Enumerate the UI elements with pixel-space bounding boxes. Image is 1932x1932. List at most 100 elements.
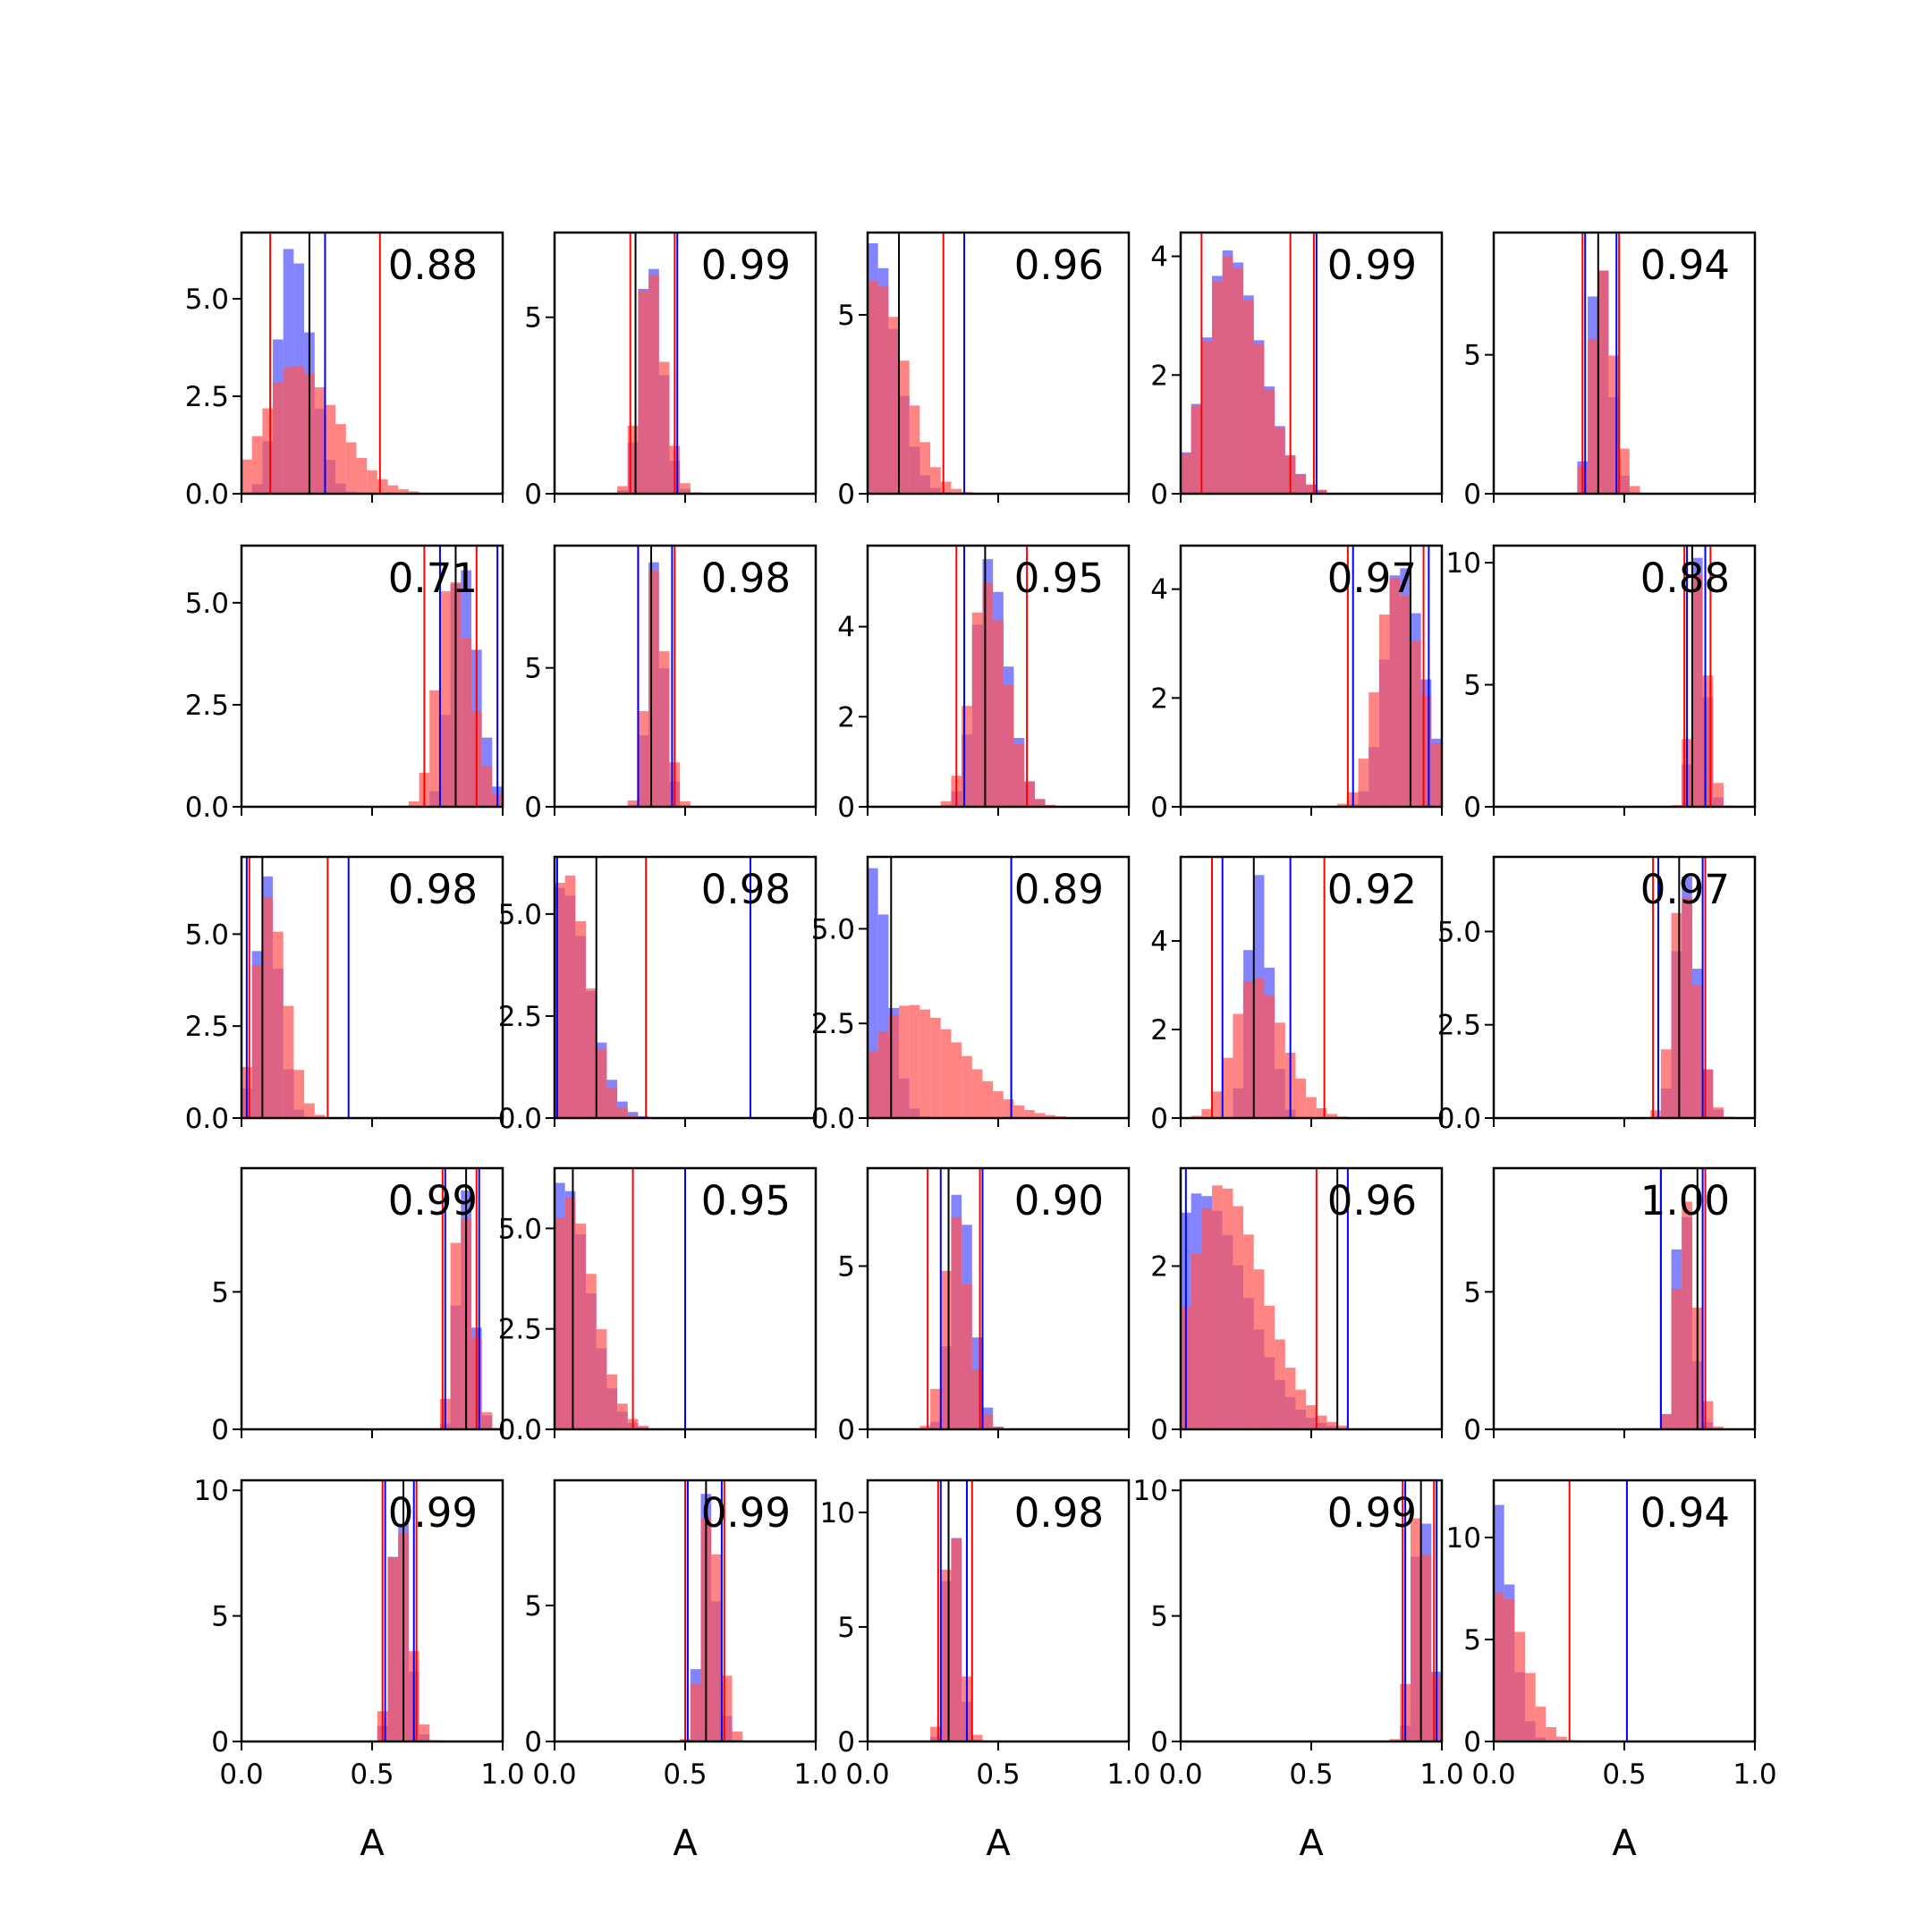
bar (1212, 281, 1223, 494)
bar (1201, 341, 1213, 494)
y-tick-label: 0.0 (1437, 1103, 1481, 1135)
bar (940, 1029, 952, 1118)
bar (586, 1274, 597, 1429)
panel-4: 0 2 4 0.99 (1150, 231, 1444, 511)
panel-value: 0.98 (388, 866, 478, 913)
panel-9: 0 2 4 0.97 (1150, 544, 1444, 824)
hist-red (242, 897, 326, 1118)
bar (242, 459, 252, 494)
x-tick-label: 1.0 (1106, 1758, 1150, 1791)
bar (877, 1031, 889, 1118)
bar (1650, 1110, 1661, 1118)
y-tick-label: 5.0 (185, 919, 229, 951)
y-tick-label: 2 (837, 701, 855, 733)
bar (1702, 675, 1714, 807)
hist-red (868, 281, 972, 494)
bar (962, 1055, 972, 1118)
y-tick-label: 0 (211, 1414, 229, 1446)
y-tick-label: 0.0 (185, 792, 229, 824)
bar (1691, 574, 1703, 807)
bar (1588, 339, 1598, 494)
bar (1306, 484, 1317, 494)
panel-value: 0.99 (701, 242, 791, 289)
y-tick-label: 0 (837, 479, 855, 511)
y-tick-label: 10 (1446, 1522, 1481, 1555)
y-tick-label: 5 (211, 1276, 229, 1309)
bar (1691, 985, 1703, 1118)
y-tick-label: 5 (524, 653, 542, 685)
bar (971, 1734, 983, 1741)
bar (899, 1005, 910, 1118)
bar (1181, 453, 1191, 494)
bar (888, 1014, 900, 1118)
bar (606, 1374, 618, 1429)
hist-red (1494, 1592, 1578, 1741)
bar (1243, 1234, 1254, 1429)
bar (596, 1329, 607, 1429)
panel-8: 0 2 4 0.95 (837, 544, 1131, 824)
y-tick-label: 4 (1150, 574, 1168, 606)
bar (617, 486, 628, 494)
y-tick-label: 2.5 (498, 1314, 542, 1346)
y-tick-label: 4 (837, 612, 855, 644)
panel-value: 0.95 (701, 1177, 791, 1224)
bar (283, 367, 294, 494)
bar (1243, 300, 1254, 494)
bar (251, 436, 263, 494)
bar (1275, 1339, 1285, 1429)
panel-value: 0.94 (1640, 1489, 1730, 1537)
bar (993, 1091, 1004, 1118)
y-tick-label: 5 (1463, 1276, 1481, 1309)
bar (398, 488, 409, 494)
bar (1494, 1592, 1504, 1741)
panel-10: 0 5 10 0.88 (1446, 544, 1757, 824)
bar (1368, 692, 1379, 807)
y-tick-label: 0 (1463, 792, 1481, 824)
y-tick-label: 10 (1133, 1475, 1168, 1507)
bar (721, 1675, 733, 1741)
bar (962, 706, 972, 807)
bar (1233, 267, 1244, 494)
bar (638, 1426, 649, 1429)
bar (940, 1569, 952, 1741)
bar (617, 1403, 628, 1429)
x-tick-label: 0.0 (219, 1758, 263, 1791)
x-tick-label: 1.0 (793, 1758, 837, 1791)
bar (1013, 744, 1025, 807)
hist-red (1181, 256, 1327, 494)
y-tick-label: 5.0 (185, 284, 229, 316)
y-tick-label: 0 (524, 479, 542, 511)
y-tick-label: 10 (820, 1497, 855, 1530)
bar (951, 1042, 962, 1118)
bar (1535, 1707, 1546, 1741)
bar (1191, 1115, 1202, 1118)
bar (1275, 1022, 1285, 1118)
y-tick-label: 0 (837, 1726, 855, 1758)
bar (877, 914, 889, 1118)
bar (1420, 1555, 1432, 1741)
bar (408, 491, 419, 494)
bar (555, 882, 565, 1118)
bar (993, 1427, 1004, 1429)
bar (564, 875, 576, 1118)
bar (1660, 1049, 1672, 1118)
panel-value: 0.89 (1014, 866, 1104, 913)
bar (262, 897, 274, 1118)
bar (1410, 640, 1421, 807)
panel-value: 0.95 (1014, 555, 1104, 602)
bar (627, 800, 639, 807)
bar (1191, 406, 1202, 494)
y-tick-label: 0 (837, 1414, 855, 1446)
bar (314, 1114, 326, 1118)
bar (648, 570, 659, 807)
panel-24: 0 5 10 0.0 0.5 1.0 0.99 A (1133, 1475, 1464, 1864)
panel-1: 0.0 2.5 5.0 0.88 (185, 231, 504, 511)
y-tick-label: 10 (194, 1475, 229, 1507)
hist-red (868, 1004, 1066, 1118)
x-axis-label: A (986, 1823, 1011, 1864)
panel-16: 050.99 (211, 1166, 504, 1446)
y-tick-label: 5 (524, 1590, 542, 1623)
bar (868, 868, 878, 1118)
bar (1201, 1109, 1213, 1118)
panel-value: 0.90 (1014, 1177, 1104, 1224)
